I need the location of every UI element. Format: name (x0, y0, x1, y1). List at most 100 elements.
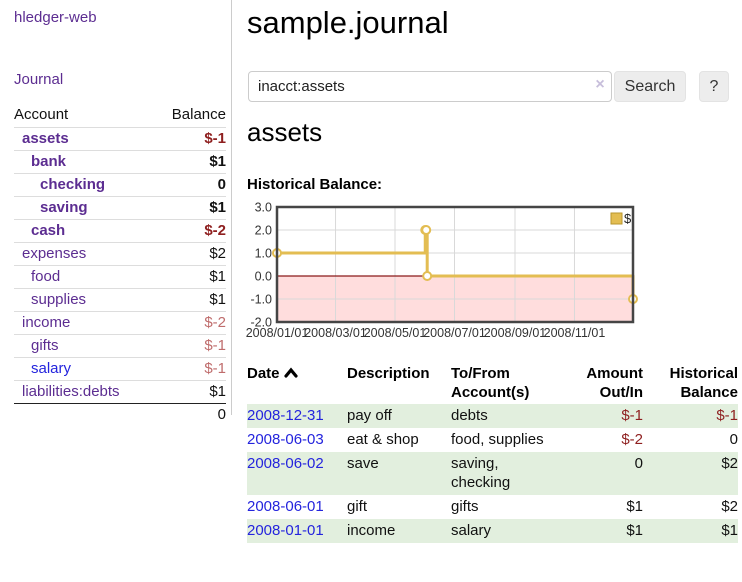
register-header-amount-line2: Out/In (599, 384, 643, 401)
sidebar: hledger-web Journal Account Balance asse… (0, 0, 232, 426)
register-description: save (347, 452, 451, 495)
svg-text:2008/01/01: 2008/01/01 (246, 326, 308, 340)
account-link[interactable]: liabilities:debts (22, 383, 120, 400)
account-link[interactable]: expenses (22, 245, 87, 262)
accounts-total-row: 0 (14, 403, 226, 426)
search-bar: × Search ? (246, 71, 742, 102)
accounts-header-balance: Balance (171, 106, 226, 123)
account-balance: $1 (154, 196, 226, 220)
register-description: gift (347, 498, 368, 515)
account-row: bank $1 (14, 150, 226, 174)
account-balance: $1 (154, 288, 226, 312)
register-accounts: debts (451, 404, 557, 428)
account-balance: $-1 (154, 334, 226, 358)
register-date-cell: 2008-06-01 (247, 495, 347, 519)
register-header-date[interactable]: Date (247, 362, 347, 404)
account-link[interactable]: cash (31, 222, 66, 239)
date-link[interactable]: 2008-06-01 (247, 498, 324, 515)
svg-text:2008/11/01: 2008/11/01 (544, 326, 606, 340)
app-title-link[interactable]: hledger-web (14, 9, 97, 26)
accounts-header-account: Account (14, 106, 69, 123)
register-header-balance-line2: Balance (680, 384, 738, 401)
register-row: 2008-12-31 pay off debts $-1 $-1 (247, 404, 738, 428)
balance-chart: $3.0 2.0 1.0 0.0 -1.0 -2.0 2008/01/01 2008/03/0… (246, 201, 742, 350)
svg-text:2008/05/01: 2008/05/01 (364, 326, 427, 340)
account-balance: 0 (154, 173, 226, 197)
register-amount: 0 (557, 452, 643, 495)
account-row: checking 0 (14, 173, 226, 197)
register-row: 2008-06-02 save saving, checking 0 $2 (247, 452, 738, 495)
register-amount: $-1 (557, 404, 643, 428)
register-date-cell: 2008-06-02 (247, 452, 347, 495)
account-link[interactable]: gifts (31, 337, 59, 354)
account-link[interactable]: income (22, 314, 71, 331)
account-row: liabilities:debts $1 (14, 380, 226, 404)
register-accounts: saving, checking (451, 452, 557, 495)
account-row: salary $-1 (14, 357, 226, 381)
svg-text:-1.0: -1.0 (250, 293, 272, 307)
register-amount: $1 (626, 498, 643, 515)
account-balance: $1 (154, 150, 226, 174)
register-balance: $2 (643, 452, 738, 495)
legend-label: $ (624, 211, 632, 226)
clear-search-icon[interactable]: × (595, 76, 605, 93)
data-point-marker (422, 271, 433, 281)
account-balance: $-1 (154, 357, 226, 381)
sort-ascending-icon (283, 364, 298, 383)
account-link[interactable]: bank (31, 153, 67, 170)
register-balance: $2 (721, 498, 738, 515)
svg-text:2.0: 2.0 (255, 224, 272, 238)
svg-text:0.0: 0.0 (255, 270, 272, 284)
legend-swatch (610, 212, 623, 225)
svg-text:3.0: 3.0 (255, 202, 272, 215)
accounts-total-spacer (14, 403, 155, 426)
register-header-accounts-line2: Account(s) (451, 384, 530, 401)
account-balance: $-1 (154, 127, 226, 151)
register-accounts: gifts (451, 498, 479, 515)
account-balance: $1 (154, 380, 226, 404)
register-date-cell: 2008-06-03 (247, 428, 347, 452)
account-row: food $1 (14, 265, 226, 289)
register-accounts: salary (451, 519, 557, 543)
register-header-date-label: Date (247, 365, 280, 382)
account-heading: assets (247, 117, 323, 147)
accounts-total-value: 0 (154, 403, 226, 426)
search-input[interactable] (248, 71, 612, 102)
help-button[interactable]: ? (699, 71, 729, 102)
accounts-table: Account Balance assets $-1 bank $1 checking 0… (14, 103, 226, 426)
account-row: saving $1 (14, 196, 226, 220)
account-link[interactable]: saving (40, 199, 88, 216)
register-amount: $-2 (621, 431, 643, 448)
register-header-accounts-line1: To/From (451, 365, 510, 382)
register-date-cell: 2008-01-01 (247, 519, 347, 543)
register-table-body: 2008-12-31 pay off debts $-1 $-1 2008-06-03 ea… (247, 404, 738, 543)
account-link[interactable]: assets (22, 130, 69, 147)
svg-text:2008/09/01: 2008/09/01 (484, 326, 547, 340)
date-link[interactable]: 2008-12-31 (247, 407, 324, 424)
date-link[interactable]: 2008-01-01 (247, 522, 324, 539)
page-title: sample.journal (247, 5, 449, 40)
register-row: 2008-06-01 gift gifts $1 $2 (247, 495, 738, 519)
accounts-table-body: assets $-1 bank $1 checking 0 saving $1 cash $-2 e… (14, 127, 226, 404)
svg-text:2008/07/01: 2008/07/01 (423, 326, 486, 340)
date-link[interactable]: 2008-06-02 (247, 455, 324, 472)
register-header-amount-line1: Amount (586, 365, 643, 382)
register-header-description: Description (347, 365, 430, 382)
register-row: 2008-06-03 eat & shop food, supplies $-2 0 (247, 428, 738, 452)
sidebar-item-journal[interactable]: Journal (14, 71, 64, 88)
account-link[interactable]: checking (40, 176, 106, 193)
account-link[interactable]: supplies (31, 291, 87, 308)
register-header-row: Date Description To/From Account(s) Amou… (247, 362, 738, 404)
register-header-balance: Historical Balance (643, 362, 738, 404)
register-header-balance-line1: Historical (669, 365, 738, 382)
register-description: pay off (347, 404, 451, 428)
search-button[interactable]: Search (614, 71, 686, 102)
account-link[interactable]: food (31, 268, 61, 285)
account-balance: $-2 (154, 311, 226, 335)
register-row: 2008-01-01 income salary $1 $1 (247, 519, 738, 543)
svg-text:2008/03/01: 2008/03/01 (304, 326, 367, 340)
account-link[interactable]: salary (31, 360, 72, 377)
account-row: cash $-2 (14, 219, 226, 243)
date-link[interactable]: 2008-06-03 (247, 431, 324, 448)
account-row: assets $-1 (14, 127, 226, 151)
